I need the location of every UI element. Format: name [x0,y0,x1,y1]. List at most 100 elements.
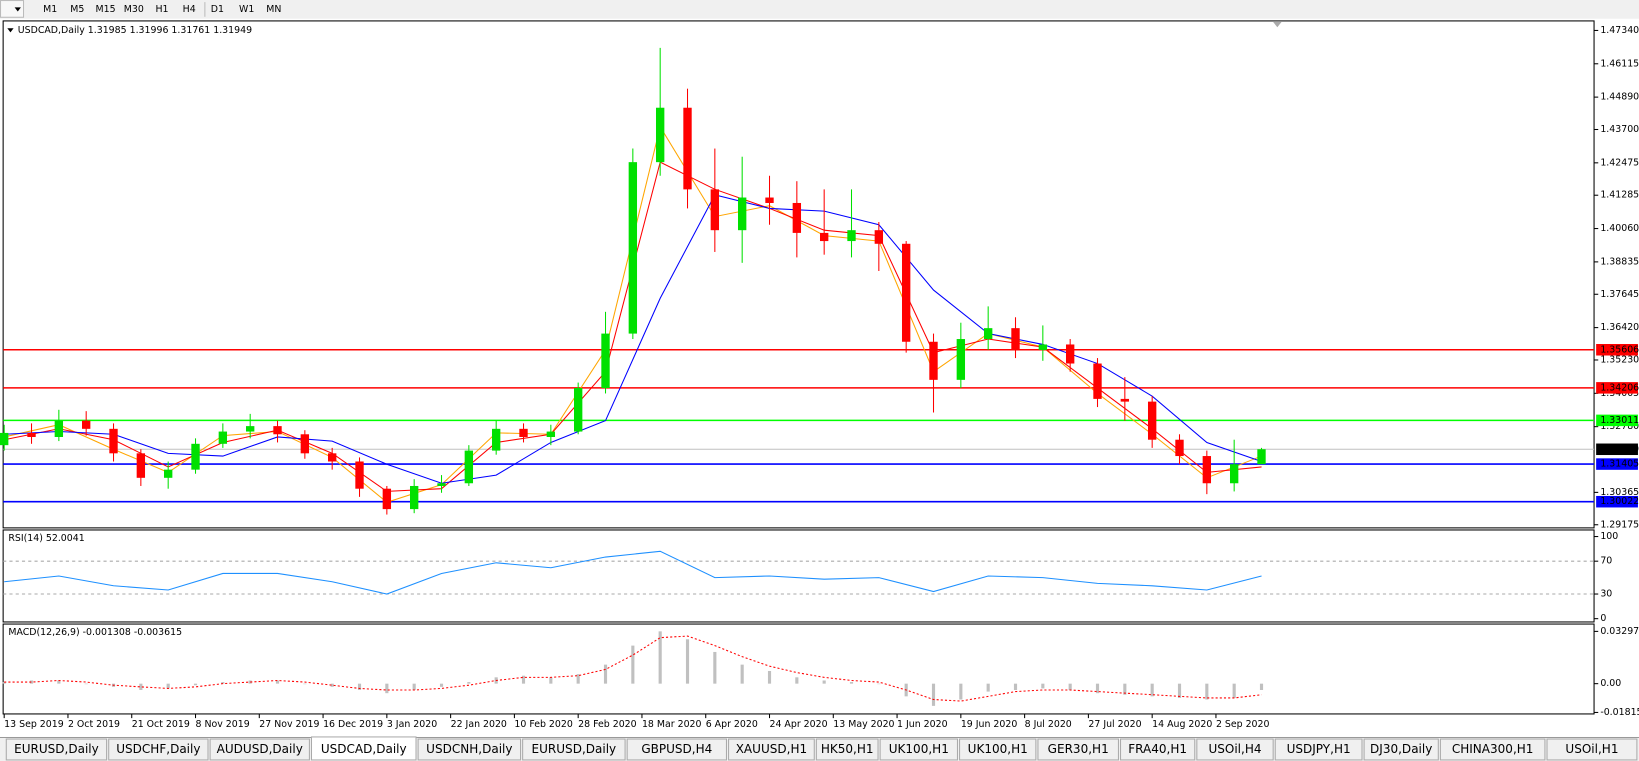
tab-bg[interactable] [959,738,1037,761]
macd-bar [166,683,170,689]
tab-label[interactable]: USDJPY,H1 [1287,742,1351,756]
tab-label[interactable]: UK100,H1 [889,742,949,756]
candle-body [819,232,829,242]
tab[interactable]: CHINA300,H1 [1439,738,1546,761]
macd-bar [1150,683,1154,697]
tab-bg[interactable] [879,738,958,761]
x-tick-label: 19 Jun 2020 [961,719,1018,730]
tab-bg[interactable] [1120,738,1196,761]
tab-bg[interactable] [5,738,108,761]
macd-bar [303,683,307,685]
tab[interactable]: DJ30,Daily [1363,738,1439,761]
tab-label[interactable]: USOil,H4 [1208,742,1261,756]
tab-bg[interactable] [310,736,417,761]
active-tab-label[interactable]: USDCAD,Daily [321,742,407,756]
tab-label[interactable]: EURUSD,Daily [14,742,99,756]
tab-bg[interactable] [1274,738,1363,761]
tab-bg[interactable] [108,738,209,761]
macd-bar [1068,683,1072,691]
timeframe-button[interactable]: MN [266,4,281,15]
macd-bar [330,683,334,687]
tab-bg[interactable] [728,738,815,761]
tab-label[interactable]: CHINA300,H1 [1452,742,1534,756]
tab-bg[interactable] [626,738,727,761]
chart-area [0,18,1639,738]
price-label: 1.30022 [1600,496,1639,507]
tab-label[interactable]: EURUSD,Daily [532,742,617,756]
timeframe-button[interactable]: M1 [43,4,57,15]
dropdown[interactable] [0,0,25,18]
tab-label[interactable]: GER30,H1 [1048,742,1109,756]
tab-bg[interactable] [522,738,626,761]
tab[interactable]: FRA40,H1 [1120,738,1196,761]
timeframe-button[interactable]: M15 [96,4,116,15]
macd-bar [467,682,471,684]
candle-body [1065,344,1075,364]
candle-body [628,162,638,334]
tab[interactable]: USDCAD,Daily [310,736,417,761]
tab-label[interactable]: DJ30,Daily [1370,742,1432,756]
tab[interactable]: HK50,H1 [815,738,879,761]
tab[interactable]: USDCNH,Daily [417,738,522,761]
candle-body [355,461,364,489]
macd-bar [822,680,826,684]
tab[interactable]: GER30,H1 [1037,738,1119,761]
tab-label[interactable]: UK100,H1 [968,742,1028,756]
tab-label[interactable]: USOil,H1 [1565,742,1618,756]
macd-bar [713,651,717,684]
rsi-panel [2,529,1595,623]
timeframe-button[interactable]: D1 [211,4,224,15]
tab[interactable]: USDJPY,H1 [1274,738,1363,761]
tab[interactable]: GBPUSD,H4 [626,738,727,761]
tab[interactable]: UK100,H1 [959,738,1037,761]
tab[interactable]: EURUSD,Daily [5,738,108,761]
y-tick-label: 1.32780 [1600,421,1639,432]
tab[interactable]: USOil,H1 [1546,738,1638,761]
tab[interactable]: XAUUSD,H1 [728,738,815,761]
y-tick-label: 1.42475 [1600,157,1639,168]
candle-body [683,107,692,190]
y-tick-label: 30 [1600,589,1612,600]
timeframe-button[interactable]: W1 [239,4,254,15]
price-label-bg [1596,414,1638,427]
price-label: 1.31405 [1600,459,1639,470]
tab-bg[interactable] [1037,738,1119,761]
tab-label[interactable]: USDCHF,Daily [116,742,200,756]
candle-body [1175,439,1184,457]
tab[interactable]: UK100,H1 [879,738,958,761]
tab-bg[interactable] [1196,738,1274,761]
macd-bar [2,682,6,684]
candle-body [573,388,583,432]
timeframe-button[interactable]: H1 [155,4,168,15]
tab[interactable]: USDCHF,Daily [108,738,209,761]
candle-body [491,428,501,451]
tab-bg[interactable] [815,738,879,761]
tab-bg[interactable] [1363,738,1439,761]
tab-label[interactable]: HK50,H1 [821,742,874,756]
tab-bg[interactable] [1439,738,1546,761]
timeframe-button[interactable]: M30 [124,4,144,15]
tab[interactable]: AUDUSD,Daily [209,738,310,761]
macd-bar [275,680,280,684]
tab-label[interactable]: XAUUSD,H1 [736,742,807,756]
timeframe-button[interactable]: M5 [70,4,84,15]
candle-body [464,450,474,484]
tab-label[interactable]: USDCNH,Daily [426,742,512,756]
tab-bg[interactable] [209,738,310,761]
macd-bar [221,682,225,684]
tab[interactable]: USOil,H4 [1196,738,1274,761]
chart-title: USDCAD,Daily 1.31985 1.31996 1.31761 1.3… [18,25,252,36]
timeframe-button[interactable]: H4 [183,4,196,15]
dropdown-arrow [14,7,21,12]
tab-bg[interactable] [1546,738,1638,761]
tab-label[interactable]: AUDUSD,Daily [217,742,303,756]
candle-body [109,428,118,454]
macd-bar [767,670,772,684]
tab-label[interactable]: FRA40,H1 [1128,742,1187,756]
candle-body [710,189,720,231]
tab-bg[interactable] [417,738,522,761]
tab-label[interactable]: GBPUSD,H4 [641,742,712,756]
macd-bar [1041,683,1045,689]
tab[interactable]: EURUSD,Daily [522,738,626,761]
